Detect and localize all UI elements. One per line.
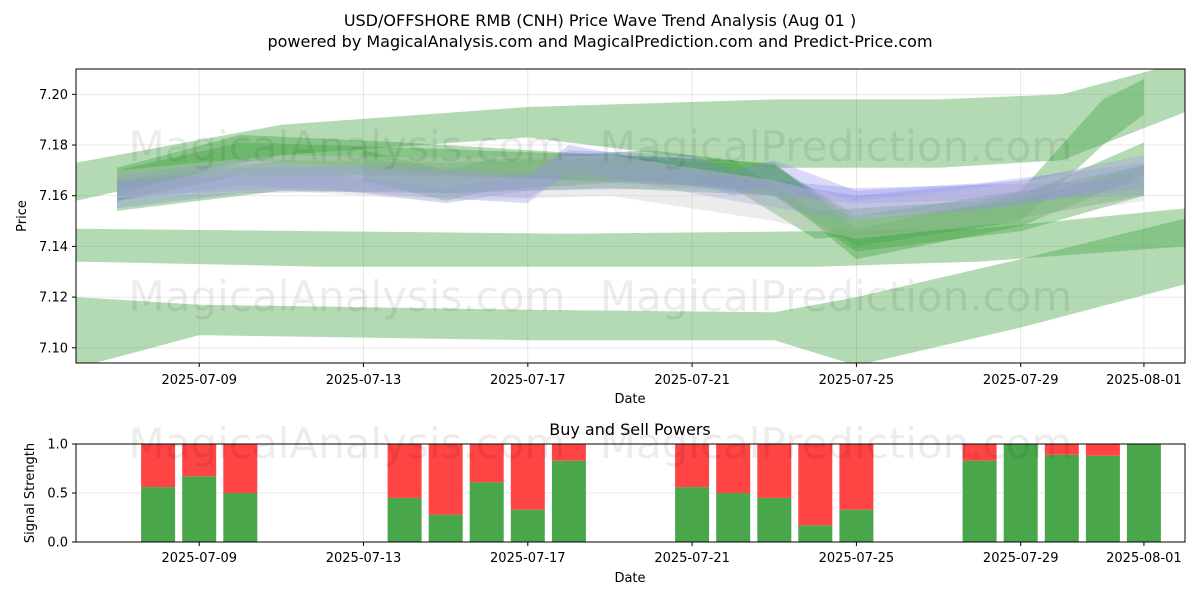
sell-power-bar — [428, 444, 463, 515]
power-x-axis: 2025-07-09 2025-07-13 2025-07-17 2025-07-21… — [161, 542, 1182, 566]
buy-power-bar — [510, 509, 545, 542]
price-axes-frame — [75, 68, 1186, 364]
sell-power-bar — [757, 444, 792, 498]
price-band-gray-10 — [117, 155, 1144, 239]
power-x-tick-label: 2025-07-17 — [490, 551, 566, 566]
chart-subtitle: powered by MagicalAnalysis.com and Magic… — [267, 32, 932, 51]
buy-power-bar — [839, 509, 874, 542]
price-y-axis: 7.10 7.12 7.14 7.16 7.18 7.20 — [39, 88, 76, 356]
watermark-prediction-top: MagicalPrediction.com — [600, 122, 1073, 171]
buy-power-bar — [223, 493, 258, 542]
price-bands — [76, 69, 1185, 363]
price-band-green-4 — [117, 79, 1144, 247]
buy-power-bar — [182, 476, 217, 542]
price-y-tick-label: 7.18 — [39, 139, 68, 154]
price-band-blue-7 — [117, 150, 1144, 216]
power-y-axis-label: Signal Strength — [23, 443, 38, 543]
buy-power-bar — [1044, 454, 1079, 542]
power-x-tick-label: 2025-08-01 — [1106, 551, 1182, 566]
sell-power-bar — [387, 444, 422, 498]
price-y-tick-label: 7.12 — [39, 291, 68, 306]
power-x-tick-label: 2025-07-09 — [161, 551, 237, 566]
power-y-tick-label: 0.5 — [47, 487, 68, 502]
buy-power-bar — [387, 497, 422, 542]
power-x-tick-label: 2025-07-13 — [326, 551, 402, 566]
sell-power-bar — [839, 444, 874, 510]
sell-power-bar — [223, 444, 258, 493]
price-y-tick-label: 7.16 — [39, 189, 68, 204]
power-x-axis-label: Date — [614, 571, 645, 586]
price-x-axis: 2025-07-09 2025-07-13 2025-07-17 2025-07-21… — [161, 363, 1182, 388]
watermark-analysis-mid: MagicalAnalysis.com — [129, 272, 566, 321]
price-x-tick-label: 2025-07-17 — [490, 373, 566, 388]
sell-power-bar — [141, 444, 176, 488]
power-panel: Buy and Sell Powers MagicalAnalysis.com … — [23, 419, 1186, 586]
buy-power-bar — [428, 514, 463, 542]
price-band-green-3 — [117, 142, 1144, 260]
price-x-tick-label: 2025-07-09 — [161, 373, 237, 388]
buy-power-bar — [757, 497, 792, 542]
buy-power-bar — [962, 460, 997, 542]
power-y-tick-label: 1.0 — [47, 438, 68, 453]
power-bars — [141, 444, 1161, 542]
price-x-tick-label: 2025-07-25 — [819, 373, 895, 388]
sell-power-bar — [716, 444, 751, 493]
power-title: Buy and Sell Powers — [549, 420, 711, 439]
power-y-tick-label: 0.0 — [47, 536, 68, 551]
price-band-green-0 — [76, 69, 1185, 201]
price-panel: MagicalAnalysis.com MagicalPrediction.co… — [15, 68, 1186, 407]
watermark-prediction-mid: MagicalPrediction.com — [600, 272, 1073, 321]
sell-power-bar — [551, 444, 586, 461]
watermark-analysis-top: MagicalAnalysis.com — [129, 122, 566, 171]
sell-power-bar — [962, 444, 997, 461]
price-x-tick-label: 2025-07-13 — [326, 373, 402, 388]
price-x-tick-label: 2025-07-29 — [983, 373, 1059, 388]
sell-power-bar — [1044, 444, 1079, 455]
buy-power-bar — [1085, 455, 1120, 542]
price-y-tick-label: 7.10 — [39, 341, 68, 356]
buy-power-bar — [716, 493, 751, 542]
sell-power-bar — [469, 444, 504, 483]
chart-title: USD/OFFSHORE RMB (CNH) Price Wave Trend … — [344, 11, 856, 30]
price-band-blue-8 — [117, 145, 1144, 222]
price-y-tick-label: 7.20 — [39, 88, 68, 103]
price-grid — [76, 69, 1185, 363]
sell-power-bar — [510, 444, 545, 510]
buy-power-bar — [469, 482, 504, 542]
price-band-blue-9 — [117, 172, 1144, 204]
price-band-green-2 — [76, 218, 1185, 363]
price-band-green-6 — [363, 150, 1144, 252]
power-y-axis: 0.0 0.5 1.0 — [47, 438, 76, 551]
buy-power-bar — [1003, 444, 1038, 542]
buy-power-bar — [551, 460, 586, 542]
price-band-green-5 — [117, 134, 1144, 239]
price-y-axis-label: Price — [15, 200, 30, 232]
sell-power-bar — [675, 444, 710, 488]
power-x-tick-label: 2025-07-25 — [819, 551, 895, 566]
price-band-green-1 — [76, 208, 1185, 267]
sell-power-bar — [182, 444, 217, 477]
power-x-tick-label: 2025-07-29 — [983, 551, 1059, 566]
buy-power-bar — [1126, 444, 1161, 542]
price-x-axis-label: Date — [614, 392, 645, 407]
power-x-tick-label: 2025-07-21 — [654, 551, 730, 566]
sell-power-bar — [798, 444, 833, 526]
price-y-tick-label: 7.14 — [39, 240, 68, 255]
price-x-tick-label: 2025-07-21 — [654, 373, 730, 388]
sell-power-bar — [1085, 444, 1120, 456]
buy-power-bar — [675, 487, 710, 542]
buy-power-bar — [798, 525, 833, 542]
buy-power-bar — [141, 487, 176, 542]
price-x-tick-label: 2025-08-01 — [1106, 373, 1182, 388]
